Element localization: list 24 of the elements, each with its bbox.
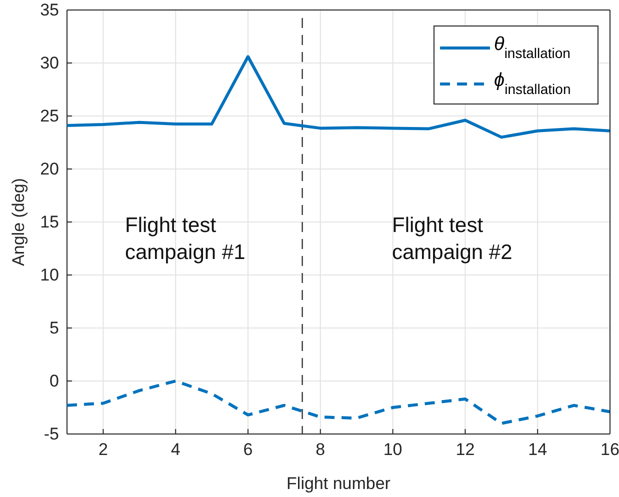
y-tick-label: 15 xyxy=(40,212,59,232)
x-tick-label: 2 xyxy=(98,440,108,460)
y-tick-label: 30 xyxy=(40,53,59,72)
x-tick-label: 4 xyxy=(170,440,180,460)
y-tick-label: 10 xyxy=(40,265,59,284)
annotation: Flight test campaign #2 xyxy=(392,214,512,264)
line-series xyxy=(66,380,612,425)
x-tick-label: 8 xyxy=(316,440,326,460)
annotation: Flight test campaign #1 xyxy=(125,214,246,264)
y-tick-label: 5 xyxy=(50,318,59,338)
x-tick-label: 16 xyxy=(600,440,619,460)
y-tick-label: 35 xyxy=(40,0,59,20)
y-tick-label: 25 xyxy=(40,106,59,126)
x-tick-label: 6 xyxy=(243,440,253,460)
legend-label: ϕ$_{installation}$ xyxy=(494,70,571,97)
x-tick-label: 10 xyxy=(383,440,402,460)
y-tick-label: 20 xyxy=(40,159,59,178)
x-tick-label: 12 xyxy=(456,440,475,460)
legend-label: θ$_{installation}$ xyxy=(494,34,570,61)
x-axis-title: Flight number xyxy=(286,474,391,493)
y-tick-label: 0 xyxy=(50,371,59,390)
x-tick-label: 14 xyxy=(528,440,548,460)
y-tick-label: -5 xyxy=(44,424,59,444)
y-axis-title: Angle (deg) xyxy=(9,178,28,266)
